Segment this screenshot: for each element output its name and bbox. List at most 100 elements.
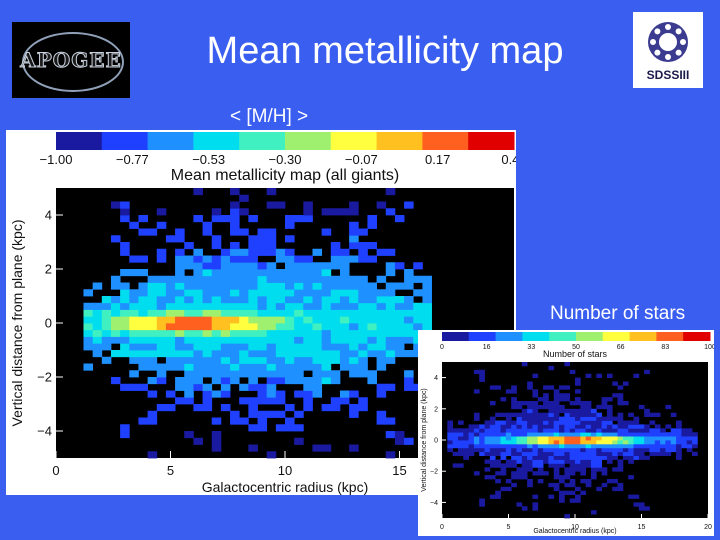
heatmap-cell xyxy=(303,363,313,371)
heatmap-cell xyxy=(239,302,249,310)
heatmap-cell xyxy=(569,467,576,472)
heatmap-cell xyxy=(110,323,121,331)
heatmap-cell xyxy=(239,336,249,344)
heatmap-cell xyxy=(83,343,94,351)
heatmap-cell xyxy=(676,451,682,456)
heatmap-cell xyxy=(285,329,295,337)
heatmap-cell xyxy=(156,255,167,263)
heatmap-cell xyxy=(202,228,213,236)
heatmap-cell xyxy=(138,343,148,351)
heatmap-cell xyxy=(330,282,341,290)
heatmap-cell xyxy=(312,363,323,371)
heatmap-cell xyxy=(257,350,268,358)
heatmap-cell xyxy=(339,356,350,364)
heatmap-cell xyxy=(294,255,304,263)
colorbar-tick-label: −0.30 xyxy=(269,152,302,167)
colorbar-segment xyxy=(330,132,378,150)
heatmap-cell xyxy=(580,443,587,449)
heatmap-cell xyxy=(569,432,576,437)
heatmap-cell xyxy=(285,404,295,412)
heatmap-cell xyxy=(590,475,597,480)
heatmap-cell xyxy=(670,436,677,441)
heatmap-cell xyxy=(548,365,555,371)
heatmap-cell xyxy=(257,410,268,418)
heatmap-cell xyxy=(537,404,544,410)
x-tick-label: 0 xyxy=(52,463,59,478)
heatmap-cell xyxy=(275,302,286,310)
heatmap-cell xyxy=(211,235,222,243)
heatmap-cell xyxy=(193,282,203,290)
heatmap-cell xyxy=(147,417,158,425)
heatmap-cell xyxy=(138,417,148,425)
heatmap-cell xyxy=(202,343,213,351)
heatmap-cell xyxy=(468,443,475,449)
y-tick-label: 2 xyxy=(45,262,52,277)
heatmap-cell xyxy=(633,424,640,429)
heatmap-cell xyxy=(686,447,693,453)
heatmap-cell xyxy=(463,428,469,433)
heatmap-cell xyxy=(165,316,176,324)
heatmap-cell xyxy=(147,316,158,324)
heatmap-cell xyxy=(129,269,139,277)
colorbar-tick-label: 0.17 xyxy=(425,152,450,167)
heatmap-cell xyxy=(457,443,464,449)
heatmap-cell xyxy=(248,269,258,277)
heatmap-cell xyxy=(590,510,597,515)
heatmap-cell xyxy=(303,323,313,331)
heatmap-cell xyxy=(413,309,423,317)
heatmap-cell xyxy=(622,440,629,445)
heatmap-cell xyxy=(349,356,359,364)
x-tick-label: 15 xyxy=(638,524,646,531)
heatmap-cell xyxy=(537,397,544,402)
heatmap-cell xyxy=(505,447,512,453)
heatmap-cell xyxy=(532,463,539,468)
heatmap-cell xyxy=(376,363,387,371)
heatmap-cell xyxy=(585,463,592,468)
heatmap-cell xyxy=(585,416,592,421)
colorbar-segment xyxy=(442,332,470,341)
heatmap-cell xyxy=(532,447,539,453)
heatmap-cell xyxy=(266,451,277,459)
heatmap-cell xyxy=(612,443,618,449)
heatmap-cell xyxy=(349,255,359,263)
heatmap-cell xyxy=(321,302,332,310)
heatmap-cell xyxy=(500,397,507,402)
heatmap-cell xyxy=(569,416,576,421)
heatmap-cell xyxy=(110,282,121,290)
heatmap-cell xyxy=(321,350,332,358)
heatmap-cell xyxy=(564,455,571,460)
heatmap-cell xyxy=(580,463,587,468)
heatmap-cell xyxy=(569,420,576,425)
heatmap-cell xyxy=(266,383,277,391)
heatmap-cell xyxy=(275,201,286,209)
heatmap-cell xyxy=(495,412,501,417)
heatmap-cell xyxy=(202,302,213,310)
heatmap-cell xyxy=(110,336,121,344)
heatmap-cell xyxy=(349,329,359,337)
heatmap-cell xyxy=(175,309,185,317)
heatmap-cell xyxy=(638,455,645,460)
heatmap-cell xyxy=(394,262,405,270)
heatmap-cell xyxy=(628,428,634,433)
colorbar-segment xyxy=(468,132,515,150)
heatmap-cell xyxy=(211,437,222,445)
heatmap-cell xyxy=(543,393,549,398)
heatmap-cell xyxy=(165,390,176,398)
heatmap-cell xyxy=(463,447,469,453)
heatmap-cell xyxy=(601,467,608,472)
heatmap-cell xyxy=(156,370,167,378)
heatmap-cell xyxy=(312,383,323,391)
colorbar-segment xyxy=(468,332,497,341)
heatmap-cell xyxy=(321,228,332,236)
heatmap-cell xyxy=(156,343,167,351)
heatmap-cell xyxy=(165,323,176,331)
heatmap-cell xyxy=(367,323,377,331)
heatmap-cell xyxy=(447,424,454,429)
heatmap-cell xyxy=(489,385,496,390)
heatmap-cell xyxy=(521,428,528,433)
heatmap-cell xyxy=(606,373,613,378)
heatmap-cell xyxy=(230,296,240,304)
heatmap-cell xyxy=(495,471,501,476)
heatmap-cell xyxy=(495,385,501,390)
heatmap-cell xyxy=(500,420,507,425)
